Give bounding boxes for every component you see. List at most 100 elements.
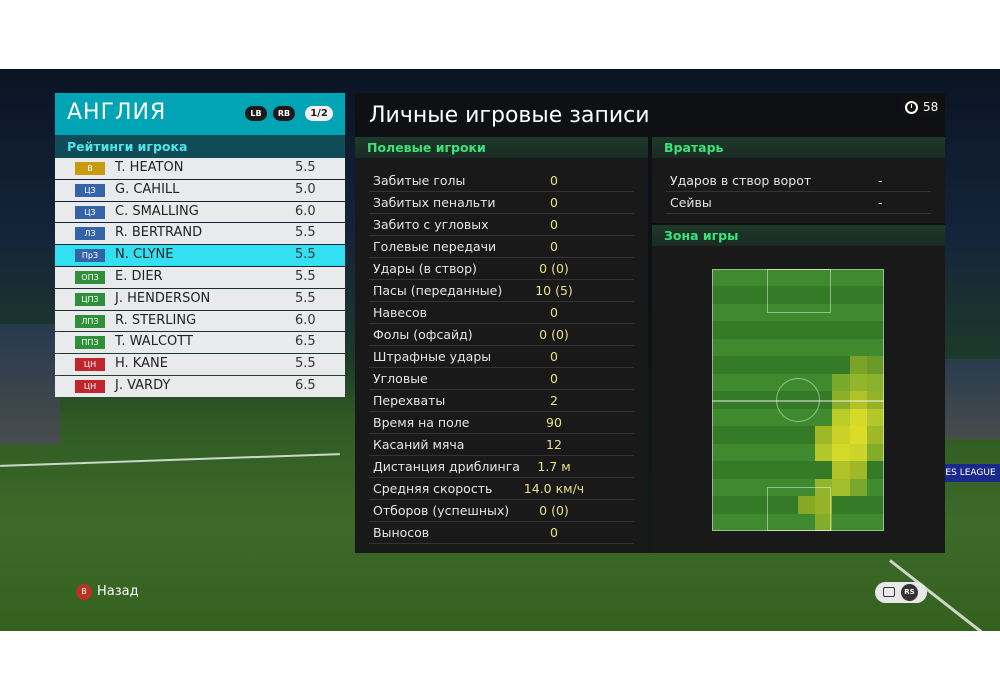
stat-label: Штрафные удары [373, 349, 492, 364]
pitch-marking [767, 269, 831, 313]
pitch-marking [712, 269, 884, 531]
stat-label: Удары (в створ) [373, 261, 477, 276]
stat-value: 1.7 м [537, 459, 571, 474]
position-badge: ЛЗ [75, 227, 105, 241]
stat-row: Отборов (успешных) 0 (0) [369, 500, 634, 522]
stat-row: Навесов 0 [369, 302, 634, 324]
heat-cell [832, 443, 850, 462]
heat-cell [849, 391, 867, 409]
heatmap [712, 269, 884, 531]
field-players-section: Полевые игроки Забитые голы 0 Забитых пена… [355, 137, 648, 553]
pitch-marking [767, 487, 831, 531]
heat-cell [815, 513, 833, 531]
heat-cell [832, 426, 850, 444]
b-button-icon[interactable]: B [76, 584, 92, 600]
team-header: АНГЛИЯ LB RB 1/2 [55, 93, 345, 135]
gk-stat-row: Сейвы - [666, 192, 931, 214]
stat-value: 0 [550, 349, 558, 364]
player-row[interactable]: ОПЗ E. DIER 5.5 [55, 266, 345, 288]
player-name: T. HEATON [115, 160, 184, 175]
position-badge: В [75, 162, 105, 175]
player-row[interactable]: ПрЗ N. CLYNE 5.5 [55, 245, 345, 266]
player-name: J. VARDY [115, 377, 171, 393]
pitch-stripe [712, 286, 884, 304]
player-row[interactable]: ППЗ T. WALCOTT 6.5 [55, 332, 345, 354]
stat-value: 0 (0) [539, 503, 569, 518]
stat-value: 12 [546, 437, 562, 452]
heat-cell [866, 391, 884, 409]
play-zone-section: Зона игры [652, 225, 945, 553]
heat-cell [832, 408, 850, 427]
stat-value: 0 (0) [539, 261, 569, 276]
player-rating: 5.5 [295, 225, 316, 241]
goalkeeper-header: Вратарь [652, 137, 945, 158]
player-name: C. SMALLING [115, 203, 199, 219]
heat-cell [815, 496, 833, 514]
player-list: В T. HEATON 5.5 ЦЗ G. CAHILL 5.0 ЦЗ C. SMALLING… [55, 158, 345, 397]
stat-row: Фолы (офсайд) 0 (0) [369, 324, 634, 346]
player-name: R. BERTRAND [115, 225, 203, 241]
stand-left [0, 324, 60, 444]
player-rating: 5.5 [295, 356, 316, 372]
heat-cell [832, 373, 850, 392]
back-label: Назад [97, 584, 139, 599]
stat-value: 0 [550, 239, 558, 254]
pitch-stripe [712, 269, 884, 287]
rs-button-icon[interactable]: RS [901, 584, 918, 601]
center-circle [776, 378, 820, 422]
player-rating: 6.5 [295, 377, 316, 393]
player-row[interactable]: ЦПЗ J. HENDERSON 5.5 [55, 288, 345, 310]
heat-cell [849, 443, 867, 462]
player-row[interactable]: ЦЗ G. CAHILL 5.0 [55, 179, 345, 201]
heat-cell [849, 373, 867, 392]
player-rating: 5.5 [295, 268, 316, 284]
stat-value: 0 [550, 217, 558, 232]
stat-row: Время на поле 90 [369, 412, 634, 434]
stat-row: Штрафные удары 0 [369, 346, 634, 368]
player-rating: 5.0 [295, 181, 316, 197]
player-row[interactable]: ЦН J. VARDY 6.5 [55, 375, 345, 397]
rb-button-icon[interactable]: RB [273, 106, 295, 121]
player-name: J. HENDERSON [115, 290, 211, 306]
gk-stat-value: - [878, 195, 883, 210]
heat-cell [849, 408, 867, 427]
heat-cell [832, 391, 850, 409]
stat-value: 0 [550, 525, 558, 540]
stat-label: Голевые передачи [373, 239, 497, 254]
player-row[interactable]: ЛПЗ R. STERLING 6.0 [55, 310, 345, 332]
position-badge: ЦПЗ [75, 292, 105, 306]
player-row[interactable]: ЛЗ R. BERTRAND 5.5 [55, 223, 345, 245]
chat-icon[interactable] [883, 587, 895, 597]
heat-cell [866, 443, 884, 462]
player-name: H. KANE [115, 356, 168, 372]
pitch-stripe [712, 303, 884, 322]
heat-cell [849, 461, 867, 479]
ad-board: PES LEAGUE [940, 464, 1000, 482]
position-badge: ЦЗ [75, 183, 105, 197]
stat-row: Забитых пенальти 0 [369, 192, 634, 214]
lb-button-icon[interactable]: LB [245, 106, 267, 121]
stat-value: 14.0 км/ч [523, 481, 585, 496]
goalkeeper-section: Вратарь Ударов в створ ворот - Сейвы - [652, 137, 945, 223]
chat-controls[interactable]: RS [875, 582, 927, 603]
stat-row: Забито с угловых 0 [369, 214, 634, 236]
stat-label: Отборов (успешных) [373, 503, 510, 518]
stat-label: Выносов [373, 525, 430, 540]
heat-cell [866, 356, 884, 374]
ratings-header: Рейтинги игрока [55, 135, 345, 158]
stat-row: Забитые голы 0 [369, 170, 634, 192]
stat-label: Забито с угловых [373, 217, 489, 232]
gk-stat-label: Сейвы [670, 195, 712, 210]
player-row[interactable]: ЦН H. KANE 5.5 [55, 354, 345, 375]
stat-row: Дистанция дриблинга 1.7 м [369, 456, 634, 478]
team-panel: АНГЛИЯ LB RB 1/2 Рейтинги игрока В T. HEA… [55, 93, 345, 398]
stat-label: Дистанция дриблинга [373, 459, 520, 474]
stat-row: Пасы (переданные) 10 (5) [369, 280, 634, 302]
heat-cell [849, 356, 867, 374]
stat-value: 0 [550, 195, 558, 210]
heat-cell [849, 426, 867, 444]
player-row[interactable]: ЦЗ C. SMALLING 6.0 [55, 201, 345, 223]
position-badge: ОПЗ [75, 270, 105, 284]
records-panel: Личные игровые записи 58 Полевые игроки … [355, 93, 945, 553]
player-row[interactable]: В T. HEATON 5.5 [55, 158, 345, 179]
